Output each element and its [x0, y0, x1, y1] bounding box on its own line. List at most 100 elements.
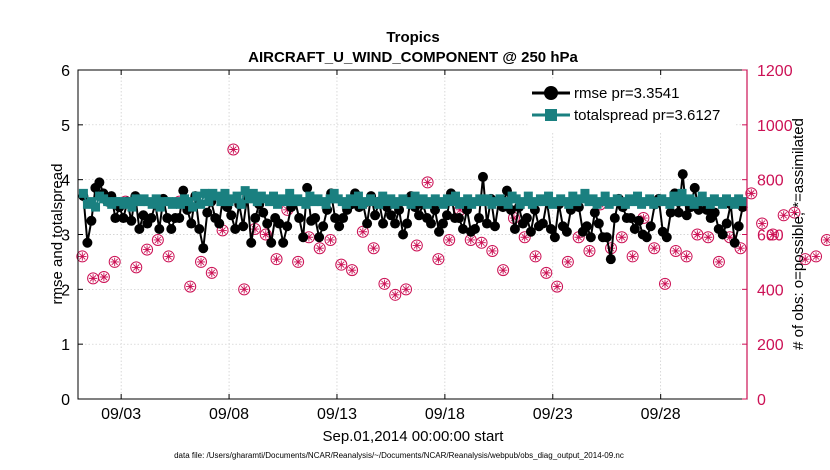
chart-title: Tropics — [386, 29, 439, 46]
rmse-point — [681, 210, 692, 221]
obs-count-point — [184, 280, 197, 293]
totalspread-point — [236, 199, 246, 209]
rmse-point — [310, 213, 321, 224]
obs-count-point — [259, 228, 272, 241]
totalspread-point — [645, 194, 655, 204]
rmse-point — [186, 218, 197, 229]
rmse-point — [434, 226, 445, 237]
totalspread-point — [378, 191, 388, 201]
obs-assimilated-star — [585, 246, 594, 256]
rmse-point — [709, 207, 720, 218]
rmse-point — [194, 224, 205, 235]
obs-possible-circle — [292, 255, 305, 268]
obs-count-point — [475, 236, 488, 249]
rmse-point — [294, 213, 305, 224]
obs-count-point — [108, 255, 121, 268]
rmse-point — [390, 218, 401, 229]
totalspread-point — [568, 191, 578, 201]
obs-count-point — [529, 250, 542, 263]
rmse-point — [166, 224, 177, 235]
totalspread-point — [511, 194, 521, 204]
obs-assimilated-star — [660, 279, 670, 289]
obs-possible-circle — [97, 270, 110, 283]
rmse-point — [645, 221, 656, 232]
rmse-point — [426, 218, 437, 229]
totalspread-point — [693, 197, 703, 207]
rmse-point — [118, 213, 129, 224]
obs-count-point — [97, 270, 110, 283]
obs-possible-circle — [313, 242, 326, 255]
totalspread-point — [252, 197, 262, 207]
obs-assimilated-star — [531, 252, 540, 261]
rmse-point — [402, 218, 413, 229]
obs-assimilated-star — [671, 246, 680, 256]
obs-assimilated-star — [693, 230, 702, 239]
rmse-point — [545, 224, 556, 235]
obs-count-point — [87, 272, 100, 285]
obs-assimilated-star — [563, 257, 573, 267]
rmse-point — [274, 218, 285, 229]
rmse-point — [250, 213, 261, 224]
obs-assimilated-star — [725, 233, 734, 242]
rmse-point — [238, 221, 249, 232]
obs-possible-circle — [205, 266, 218, 279]
totalspread-point — [669, 191, 679, 201]
obs-count-point — [227, 143, 240, 156]
rmse-point — [473, 213, 484, 224]
totalspread-point — [91, 202, 101, 212]
rmse-point — [585, 232, 596, 243]
obs-count-point — [680, 250, 693, 263]
legend-rmse-label: rmse pr=3.3541 — [574, 85, 679, 102]
obs-assimilated-star — [401, 285, 411, 294]
totalspread-point — [200, 188, 210, 198]
obs-assimilated-star — [164, 252, 173, 261]
obs-possible-circle — [669, 244, 682, 257]
totalspread-point — [451, 191, 461, 201]
y-axis-label-right: # of obs: o=possible; *=assimilated — [790, 118, 807, 350]
obs-possible-circle — [270, 253, 283, 266]
x-tick-label: 09/18 — [425, 406, 465, 423]
totalspread-point — [212, 191, 222, 201]
obs-count-point — [486, 244, 499, 257]
rmse-point — [398, 229, 409, 240]
y-right-tick-label: 200 — [757, 337, 784, 354]
legend-rmse-marker — [544, 86, 558, 100]
y-tick-label: 1 — [61, 337, 70, 354]
totalspread-point — [273, 199, 283, 209]
obs-possible-circle — [400, 283, 413, 296]
y-axis-label-left: rmse and totalspread — [49, 164, 66, 305]
obs-possible-circle — [162, 250, 175, 263]
rmse-point — [469, 224, 480, 235]
obs-possible-circle — [346, 264, 359, 277]
totalspread-point — [730, 199, 740, 209]
obs-assimilated-star — [250, 224, 260, 234]
totalspread-series — [78, 186, 748, 212]
obs-possible-circle — [151, 233, 164, 246]
totalspread-point — [240, 186, 250, 196]
totalspread-point — [285, 188, 295, 198]
obs-assimilated-star — [110, 257, 119, 267]
obs-count-point — [335, 258, 348, 271]
obs-assimilated-star — [207, 268, 216, 278]
obs-count-point — [205, 266, 218, 279]
rmse-point — [198, 243, 209, 254]
obs-possible-circle — [389, 288, 402, 301]
totalspread-point — [281, 197, 291, 207]
obs-possible-circle — [335, 258, 348, 271]
totalspread-point — [325, 194, 335, 204]
y-tick-label: 3 — [61, 228, 70, 245]
obs-count-point — [367, 242, 380, 255]
obs-count-point — [443, 233, 456, 246]
obs-assimilated-star — [757, 219, 767, 228]
rmse-point — [94, 177, 105, 188]
obs-assimilated-star — [822, 235, 830, 245]
obs-count-point — [540, 266, 553, 279]
totalspread-point — [596, 197, 606, 207]
obs-assimilated-star — [369, 244, 378, 253]
totalspread-point — [329, 188, 339, 198]
x-tick-label: 09/03 — [101, 406, 141, 423]
x-tick-label: 09/28 — [641, 406, 681, 423]
rmse-point — [521, 213, 532, 224]
obs-assimilated-star — [347, 265, 357, 275]
totalspread-point — [628, 197, 638, 207]
